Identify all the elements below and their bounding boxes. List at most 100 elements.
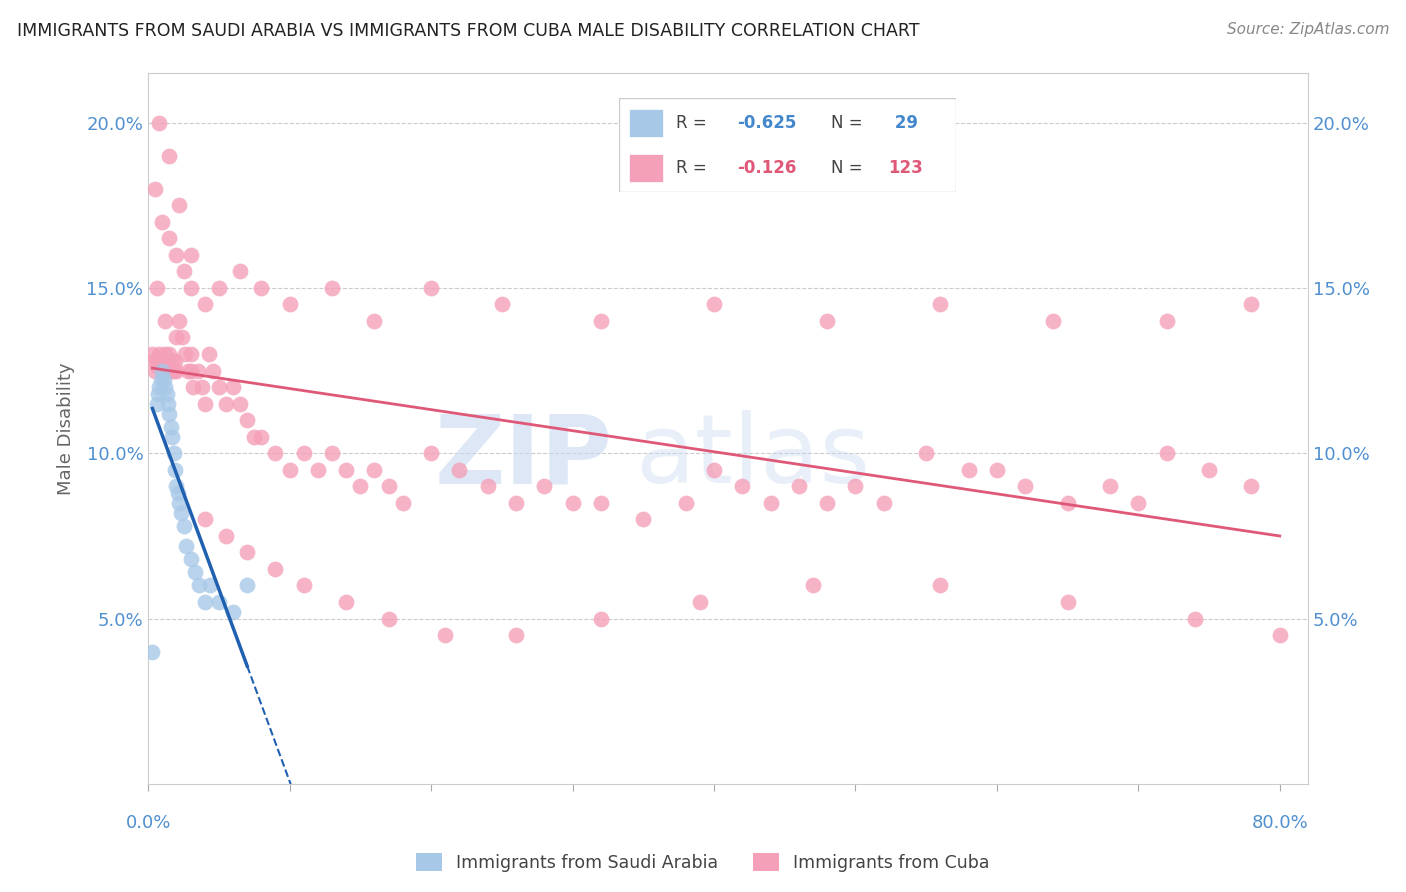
Point (177, 363, 200, 377)
Point (157, 407, 180, 421)
Point (222, 605, 245, 619)
Point (873, 496, 896, 510)
Text: 123: 123 (889, 160, 924, 178)
Point (162, 446, 184, 460)
Point (491, 297, 513, 311)
Point (631, 512, 654, 526)
Point (180, 363, 202, 377)
Point (363, 314, 385, 328)
Point (321, 446, 343, 460)
Point (801, 578, 824, 592)
Text: 0.0%: 0.0% (125, 814, 172, 832)
Point (229, 396, 252, 410)
Point (153, 347, 176, 361)
Point (1014, 479, 1036, 493)
Point (148, 115, 170, 129)
Point (156, 396, 179, 410)
Point (180, 281, 202, 295)
Point (1056, 595, 1078, 609)
Point (505, 496, 527, 510)
Point (165, 363, 187, 377)
Text: R =: R = (676, 114, 711, 132)
Point (180, 552, 202, 566)
Point (278, 463, 301, 477)
Point (208, 380, 231, 394)
Point (250, 281, 273, 295)
Point (150, 215, 173, 229)
Point (349, 479, 371, 493)
Text: 80.0%: 80.0% (1251, 814, 1308, 832)
Point (152, 353, 174, 368)
Point (1128, 496, 1150, 510)
Point (264, 562, 287, 576)
Point (159, 419, 181, 434)
Point (675, 496, 697, 510)
Text: -0.625: -0.625 (737, 114, 796, 132)
Point (292, 446, 315, 460)
Point (377, 479, 399, 493)
Point (236, 578, 259, 592)
Point (1156, 446, 1178, 460)
Point (703, 463, 725, 477)
Point (157, 148, 180, 162)
Point (169, 198, 191, 212)
Point (292, 578, 315, 592)
Point (689, 595, 711, 609)
Point (141, 644, 163, 658)
Point (377, 611, 399, 625)
Bar (628, 110, 662, 137)
Point (145, 396, 167, 410)
Point (1098, 479, 1121, 493)
Point (202, 363, 225, 377)
Point (533, 479, 555, 493)
Point (1042, 314, 1064, 328)
Point (915, 446, 938, 460)
Text: R =: R = (676, 160, 711, 178)
Point (188, 578, 211, 592)
Point (589, 611, 612, 625)
Point (156, 363, 179, 377)
Point (434, 628, 457, 642)
Point (180, 347, 202, 361)
Point (208, 281, 231, 295)
Text: N =: N = (831, 160, 868, 178)
Point (505, 628, 527, 642)
Point (815, 314, 838, 328)
Point (321, 281, 343, 295)
Bar (628, 154, 662, 183)
Point (236, 413, 259, 427)
Point (229, 264, 252, 278)
Point (148, 347, 170, 361)
Point (477, 479, 499, 493)
Point (1240, 297, 1263, 311)
Point (215, 396, 238, 410)
Point (420, 281, 443, 295)
Text: -0.126: -0.126 (737, 160, 796, 178)
Point (149, 374, 172, 388)
Point (169, 496, 191, 510)
Point (278, 297, 301, 311)
Point (929, 578, 952, 592)
Point (172, 330, 194, 344)
Point (148, 380, 170, 394)
Legend: Immigrants from Saudi Arabia, Immigrants from Cuba: Immigrants from Saudi Arabia, Immigrants… (409, 847, 997, 879)
Text: ZIP: ZIP (434, 410, 612, 503)
Point (198, 347, 221, 361)
Point (162, 363, 184, 377)
Point (157, 231, 180, 245)
Point (165, 330, 187, 344)
Point (170, 506, 193, 520)
Point (243, 430, 266, 444)
Point (815, 496, 838, 510)
Point (176, 539, 198, 553)
Y-axis label: Male Disability: Male Disability (58, 362, 75, 495)
Point (143, 182, 166, 196)
Point (160, 430, 183, 444)
Point (420, 446, 443, 460)
Point (194, 297, 217, 311)
Point (180, 248, 202, 262)
Point (957, 463, 980, 477)
Point (264, 446, 287, 460)
Point (150, 363, 173, 377)
Point (146, 360, 169, 375)
